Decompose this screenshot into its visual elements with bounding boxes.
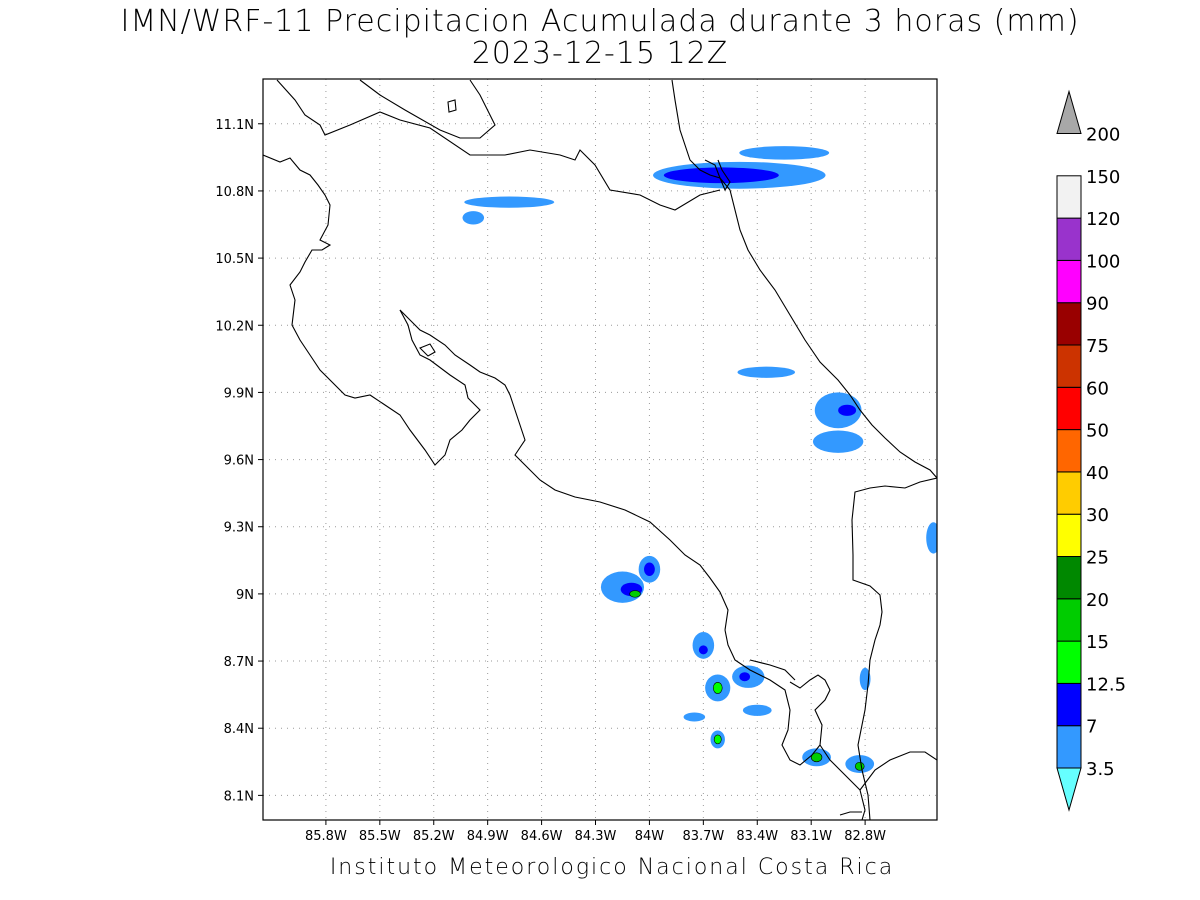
colorbar-swatch [1056,513,1082,558]
colorbar-swatch [1056,217,1082,261]
precip-cell [464,196,555,208]
colorbar-swatch [1056,725,1082,769]
precip-cell [629,590,641,598]
precip-cell [742,704,772,716]
lat-tick-label: 9N [236,588,254,603]
lon-tick-label: 85.2W [413,829,455,844]
lon-tick-label: 84W [635,829,665,844]
coastline-border-lines [263,79,937,820]
precip-cell [663,167,779,184]
colorbar-swatch [1056,302,1082,346]
precip-cell [814,392,862,429]
caribbean-coast [671,79,937,479]
colorbar-legend: 3.5 7 12.5 15 20 25 30 40 50 60 75 90 100 120 150 200 [1056,89,1126,812]
coastline-north [276,79,721,211]
map-frame [262,78,938,821]
colorbar-swatch [1056,682,1082,727]
latitude-ticks: 11.1N 10.8N 10.5N 10.2N 9.9N 9.6N 9.3N 9N 8.7N 8.… [215,118,263,804]
colorbar-swatch [1056,386,1082,431]
colorbar-label: 150 [1086,167,1120,188]
colorbar-label: 15 [1086,632,1109,653]
colorbar-label: 200 [1086,125,1120,146]
colorbar-swatch [1056,89,1082,134]
colorbar-swatch [1056,429,1082,473]
lon-tick-label: 83.1W [790,829,832,844]
ometepe-island [447,99,457,113]
lon-tick-label: 83.4W [736,829,778,844]
lon-tick-label: 84.9W [467,829,509,844]
colorbar-label: 90 [1086,294,1109,315]
lon-tick-label: 84.6W [521,829,563,844]
nicoya-gulf-islands [419,343,436,357]
colorbar-swatch [1056,471,1082,515]
colorbar-swatch [1056,640,1082,684]
longitude-ticks: 85.8W 85.5W 85.2W 84.9W 84.6W 84.3W 84W 83.7W 83… [305,820,886,844]
precip-cell [692,631,715,659]
lat-tick-label: 8.7N [224,655,254,670]
precip-cell [712,682,723,694]
colorbar-label: 7 [1086,717,1097,738]
map-subtitle-date: 2023-12-15 12Z [471,36,729,71]
precip-cell [698,645,708,655]
pavones-coast [839,811,862,816]
lat-tick-label: 8.1N [224,789,254,804]
lat-tick-label: 9.6N [224,454,254,469]
colorbar-label: 120 [1086,209,1120,230]
lake-nicaragua-shore [359,79,496,139]
precip-cell [683,712,706,722]
colorbar-label: 75 [1086,336,1109,357]
colorbar-swatch [1056,598,1082,642]
san-juan-river [704,159,731,192]
lon-tick-label: 84.3W [575,829,617,844]
precip-cell [854,761,865,771]
lat-tick-label: 10.2N [215,319,254,334]
pacific-coast-central [399,309,729,631]
lon-tick-label: 85.8W [305,829,347,844]
colorbar-swatch [1056,259,1082,304]
panama-border [851,477,937,820]
precip-cell [644,562,655,576]
lat-tick-label: 9.3N [224,521,254,536]
colorbar-label: 25 [1086,548,1109,569]
burica-coast [859,751,937,791]
precip-cell [926,522,937,554]
osa-peninsula-coast [724,629,831,766]
precipitation-fields [462,146,937,773]
colorbar-swatch [1056,556,1082,600]
institution-credit: Instituto Meteorologico Nacional Costa R… [329,855,895,880]
colorbar-swatch [1056,175,1082,219]
colorbar-label: 40 [1086,463,1109,484]
grid-lines [263,79,937,820]
colorbar-label: 20 [1086,590,1109,611]
colorbar-label: 30 [1086,505,1109,526]
colorbar-swatch [1056,767,1082,812]
precip-cell [838,404,857,416]
lon-tick-label: 85.5W [359,829,401,844]
golfo-dulce-shore [749,659,866,820]
lat-tick-label: 8.4N [224,722,254,737]
colorbar-label: 12.5 [1086,674,1126,695]
lon-tick-label: 82.8W [844,829,886,844]
precip-cell [739,672,751,682]
precip-cell [810,752,823,763]
lat-tick-label: 11.1N [215,118,254,133]
colorbar-label: 50 [1086,421,1109,442]
precip-cell [812,430,864,453]
map-title: IMN/WRF-11 Precipitacion Acumulada duran… [120,4,1080,39]
lat-tick-label: 9.9N [224,386,254,401]
colorbar-label: 3.5 [1086,759,1115,780]
colorbar-label: 60 [1086,378,1109,399]
lat-tick-label: 10.5N [215,252,254,267]
precip-cell [737,366,796,378]
lon-tick-label: 83.7W [682,829,724,844]
precip-cell [739,146,830,160]
colorbar-label: 100 [1086,251,1120,272]
lat-tick-label: 10.8N [215,185,254,200]
precip-cell [462,211,485,225]
pacific-coast-guanacaste [263,154,481,466]
precip-cell [713,734,722,745]
colorbar-swatch [1056,344,1082,388]
